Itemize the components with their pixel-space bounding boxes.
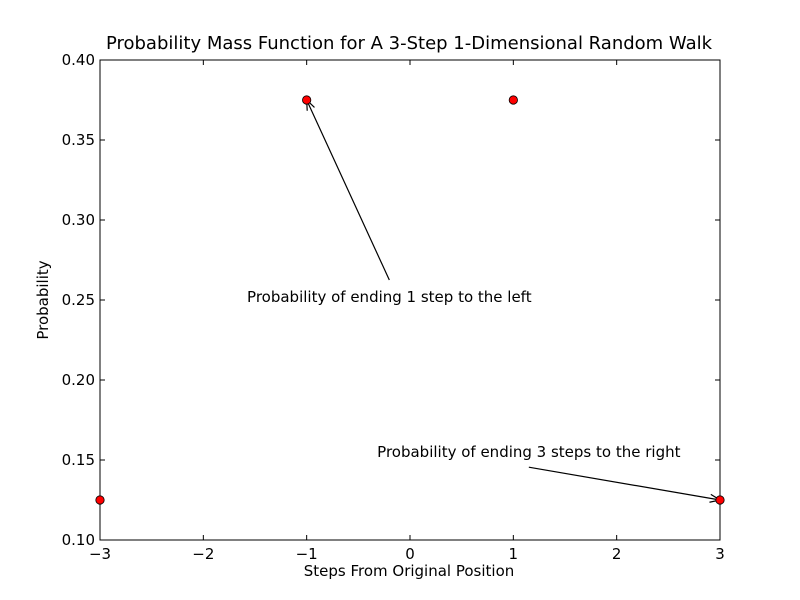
data-point [302, 95, 312, 105]
annotation-label: Probability of ending 3 steps to the rig… [377, 443, 680, 461]
y-tick-label: 0.30 [62, 211, 95, 229]
x-tick-label: 0 [405, 545, 415, 563]
data-point [95, 495, 105, 505]
x-tick-label: 2 [612, 545, 622, 563]
annotation-arrow [307, 100, 390, 281]
x-tick-label: −3 [89, 545, 111, 563]
y-tick-label: 0.35 [62, 131, 95, 149]
annotation-arrow [528, 466, 720, 500]
x-tick-label: 1 [509, 545, 519, 563]
data-point [508, 95, 518, 105]
y-tick-label: 0.15 [62, 451, 95, 469]
data-point [715, 495, 725, 505]
y-tick-label: 0.40 [62, 51, 95, 69]
annotation-label: Probability of ending 1 step to the left [247, 288, 532, 306]
x-tick-label: −2 [192, 545, 214, 563]
x-tick-label: −1 [296, 545, 318, 563]
y-axis-label: Probability [34, 260, 52, 339]
x-tick-label: 3 [715, 545, 725, 563]
y-tick-label: 0.25 [62, 291, 95, 309]
y-tick-label: 0.20 [62, 371, 95, 389]
y-tick-label: 0.10 [62, 531, 95, 549]
plot-frame [99, 59, 721, 541]
x-axis-label: Steps From Original Position [304, 562, 515, 580]
plot-area: −3 −2 −1 0 1 2 3 0.10 0.15 0.20 0.25 0.30 0.35 0.40 Pr… [62, 51, 725, 563]
chart-title: Probability Mass Function for A 3-Step 1… [106, 33, 713, 54]
